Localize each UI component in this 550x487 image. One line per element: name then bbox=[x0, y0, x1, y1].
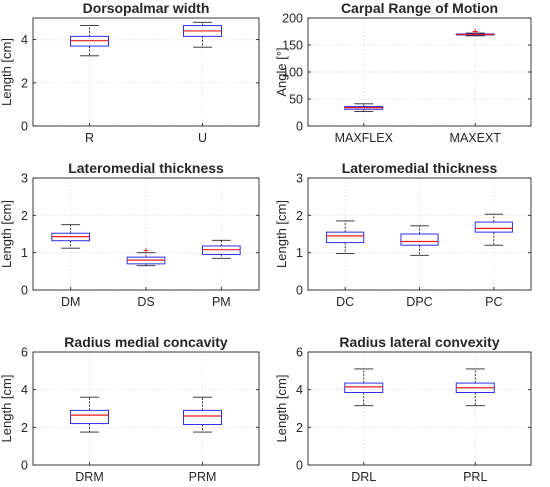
y-tick-label: 0 bbox=[21, 120, 28, 134]
plot-frame bbox=[32, 17, 260, 127]
y-tick-label: 4 bbox=[21, 383, 28, 397]
box-body bbox=[400, 233, 439, 246]
x-tick-label: PRM bbox=[189, 470, 217, 484]
box-MAXFLEX bbox=[344, 103, 384, 112]
y-tick-label: 3 bbox=[21, 172, 28, 186]
x-tick-label: DRM bbox=[75, 470, 103, 484]
x-tick-label: MAXFLEX bbox=[335, 131, 394, 145]
y-tick-label: 1 bbox=[21, 246, 28, 260]
chart-title: Dorsopalmar width bbox=[83, 0, 210, 16]
y-axis-label: Angle [°] bbox=[274, 47, 289, 96]
box-DS bbox=[126, 247, 166, 267]
box-DC bbox=[326, 220, 365, 254]
y-axis-label: Length [cm] bbox=[274, 200, 289, 268]
y-tick-label: 0 bbox=[21, 459, 28, 473]
chart-panel-6: 0 2 4 6 DRL PRL Radius lateral convexity Length… bbox=[274, 334, 532, 484]
y-tick-label: 2 bbox=[296, 421, 303, 435]
y-tick-label: 100 bbox=[282, 66, 303, 80]
x-tick-label: U bbox=[198, 131, 207, 145]
y-axis-label: Length [cm] bbox=[0, 38, 14, 106]
x-tick-label: DC bbox=[336, 295, 354, 309]
x-tick-label: DS bbox=[137, 295, 154, 309]
y-tick-label: 0 bbox=[296, 459, 303, 473]
chart-panel-1: 0 2 4 R U Dorsopalmar width Length [cm] bbox=[0, 0, 260, 145]
chart-panel-2: 0 50 100 150 200 MAXFLEX MAXEXT Carpal Range of… bbox=[274, 0, 532, 145]
y-tick-label: 1 bbox=[296, 246, 303, 260]
chart-title: Radius lateral convexity bbox=[339, 334, 500, 350]
y-tick-label: 2 bbox=[296, 209, 303, 223]
y-tick-label: 3 bbox=[296, 172, 303, 186]
box-body bbox=[474, 221, 513, 233]
y-tick-label: 6 bbox=[21, 346, 28, 360]
y-tick-label: 4 bbox=[21, 33, 28, 47]
box-body bbox=[183, 409, 222, 426]
box-PM bbox=[202, 239, 241, 259]
y-tick-label: 200 bbox=[282, 12, 303, 26]
box-body bbox=[326, 231, 365, 244]
x-tick-label: MAXEXT bbox=[450, 131, 502, 145]
y-axis-label: Length [cm] bbox=[0, 200, 14, 268]
x-tick-label: PM bbox=[212, 295, 231, 309]
outlier-point bbox=[143, 247, 149, 253]
chart-title: Radius medial concavity bbox=[64, 334, 228, 350]
x-tick-label: DPC bbox=[406, 295, 432, 309]
y-tick-label: 2 bbox=[21, 209, 28, 223]
y-tick-label: 0 bbox=[296, 120, 303, 134]
y-tick-label: 0 bbox=[21, 284, 28, 298]
plot-frame bbox=[307, 351, 532, 466]
y-tick-label: 2 bbox=[21, 421, 28, 435]
x-tick-label: PRL bbox=[463, 470, 487, 484]
box-DRL bbox=[344, 368, 384, 407]
x-tick-label: PC bbox=[485, 295, 502, 309]
x-tick-label: DRL bbox=[351, 470, 376, 484]
box-body bbox=[344, 382, 384, 393]
box-DPC bbox=[400, 225, 439, 256]
y-tick-label: 150 bbox=[282, 39, 303, 53]
box-R bbox=[70, 25, 109, 57]
box-PRL bbox=[455, 368, 495, 407]
box-body bbox=[70, 409, 109, 425]
y-tick-label: 50 bbox=[289, 93, 303, 107]
box-DM bbox=[51, 224, 90, 249]
outlier-point bbox=[472, 29, 478, 34]
y-axis-label: Length [cm] bbox=[274, 375, 289, 443]
chart-panel-3: 0 1 2 3 DM DS PM Lateromedial thickness Length [… bbox=[0, 160, 260, 309]
x-tick-label: R bbox=[85, 131, 94, 145]
box-MAXEXT bbox=[455, 29, 495, 37]
chart-title: Lateromedial thickness bbox=[68, 160, 224, 176]
box-U bbox=[183, 21, 222, 48]
box-PRM bbox=[183, 396, 222, 433]
chart-panel-5: 0 2 4 6 DRM PRM Radius medial concavity Length … bbox=[0, 334, 260, 484]
box-DRM bbox=[70, 396, 109, 433]
x-tick-label: DM bbox=[61, 295, 80, 309]
y-tick-label: 6 bbox=[296, 346, 303, 360]
chart-title: Carpal Range of Motion bbox=[341, 0, 498, 16]
y-axis-label: Length [cm] bbox=[0, 375, 14, 443]
y-tick-label: 4 bbox=[296, 383, 303, 397]
plot-frame bbox=[32, 351, 260, 466]
box-PC bbox=[474, 213, 513, 246]
y-tick-label: 0 bbox=[296, 284, 303, 298]
y-tick-label: 2 bbox=[21, 76, 28, 90]
chart-panel-4: 0 1 2 3 DC DPC PC Lateromedial thickness Length … bbox=[274, 160, 532, 309]
chart-title: Lateromedial thickness bbox=[342, 160, 498, 176]
